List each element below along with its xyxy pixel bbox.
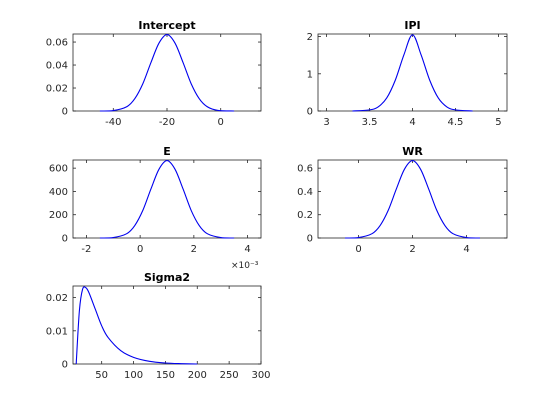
y-tick-label: 400	[49, 187, 68, 198]
y-tick-label: 0.2	[297, 210, 313, 221]
subplot-1: IPI 3 3.5 4 4.5 5 0 1 2	[307, 19, 508, 128]
subplot-0: Intercept -40 -20 0 0 0.02 0.04 0.06	[46, 19, 262, 128]
x-tick-label: 4	[244, 244, 250, 255]
y-tick-label: 600	[49, 164, 68, 175]
y-tick-label: 0.02	[46, 84, 68, 95]
x-tick-label: -20	[159, 117, 175, 128]
density-curve	[352, 34, 473, 112]
y-tick-label: 0	[62, 360, 68, 371]
x-tick-label: 5	[495, 117, 501, 128]
y-tick-label: 0.06	[46, 38, 68, 49]
y-tick-label: 0.6	[297, 164, 313, 175]
y-tick-label: 0	[62, 107, 68, 118]
x-tick-label: -40	[105, 117, 121, 128]
x-tick-label: 250	[220, 370, 239, 381]
x-exponent-label: ×10⁻³	[231, 261, 259, 271]
subplot-title: E	[163, 145, 171, 158]
x-tick-label: 3	[323, 117, 329, 128]
x-tick-label: 2	[191, 244, 197, 255]
axes-box	[317, 159, 508, 239]
x-tick-label: 0	[218, 117, 224, 128]
subplot-title: Sigma2	[144, 271, 190, 284]
subplot-title: IPI	[404, 19, 420, 32]
x-tick-label: 150	[156, 370, 175, 381]
subplot-4: Sigma2 50 100 150 200 250 300 0 0.01 0.02	[46, 271, 271, 381]
x-tick-label: 4	[463, 244, 469, 255]
axes-box	[317, 33, 508, 112]
x-tick-label: 4.5	[448, 117, 464, 128]
y-tick-label: 0.02	[46, 293, 68, 304]
x-tick-label: 3.5	[362, 117, 378, 128]
x-tick-label: 4	[409, 117, 415, 128]
subplot-title: Intercept	[138, 19, 195, 32]
x-tick-label: -2	[81, 244, 91, 255]
y-tick-label: 1	[307, 69, 313, 80]
y-tick-label: 0.01	[46, 326, 68, 337]
y-tick-label: 0	[307, 234, 313, 245]
x-tick-label: 0	[355, 244, 361, 255]
axes-box	[72, 285, 262, 365]
y-tick-label: 200	[49, 210, 68, 221]
y-tick-label: 2	[307, 32, 313, 43]
subplot-3: WR 0 2 4 0 0.2 0.4 0.6	[297, 145, 508, 255]
axes-box	[72, 159, 262, 239]
x-tick-label: 100	[124, 370, 143, 381]
density-curve	[99, 34, 235, 112]
x-tick-label: 0	[137, 244, 143, 255]
y-tick-label: 0	[62, 234, 68, 245]
density-curve	[99, 160, 235, 239]
subplot-title: WR	[402, 145, 423, 158]
axes-box	[72, 33, 262, 112]
density-curve	[344, 160, 481, 239]
x-tick-label: 200	[188, 370, 207, 381]
x-tick-label: 300	[251, 370, 270, 381]
y-tick-label: 0.04	[46, 61, 68, 72]
x-tick-label: 50	[95, 370, 108, 381]
subplot-2: E -2 0 2 4 0 200 400 600 ×10⁻³	[49, 145, 262, 271]
y-tick-label: 0	[307, 107, 313, 118]
density-curve	[75, 286, 198, 365]
y-tick-label: 0.4	[297, 187, 313, 198]
x-tick-label: 2	[409, 244, 415, 255]
